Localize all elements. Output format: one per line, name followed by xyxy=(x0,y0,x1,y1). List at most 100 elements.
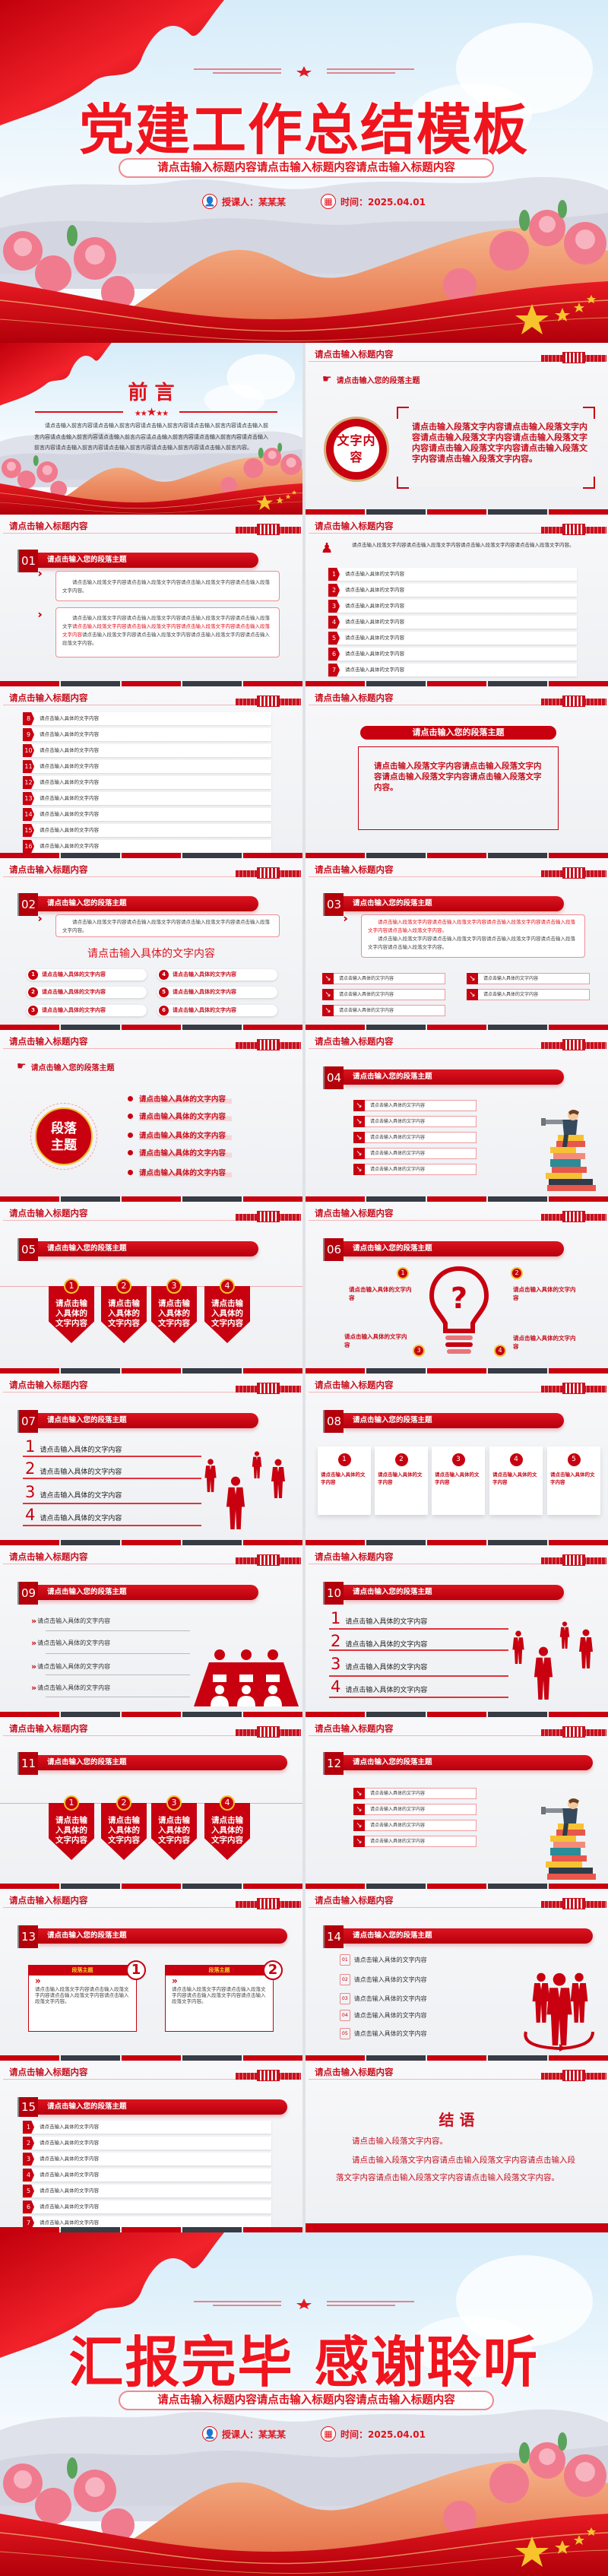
bulb-label[interactable]: 请点击输入具体的文字内容 xyxy=(344,1333,407,1348)
arrow-item[interactable]: ↘ 请点击输入具体的文字内容 xyxy=(353,1164,477,1175)
pill-item[interactable]: 1 请点击输入具体的文字内容 xyxy=(27,969,147,981)
chevron-item[interactable]: » 请点击输入具体的文字内容 xyxy=(31,1638,110,1648)
list-item[interactable]: 4 请点击输入具体的文字内容 xyxy=(328,616,577,629)
arrow-item[interactable]: ↘ 请点击输入具体的文字内容 xyxy=(467,973,590,984)
list-item[interactable]: 01 请点击输入具体的文字内容 xyxy=(340,1954,427,1966)
arrow-item[interactable]: ↘ 请点击输入具体的文字内容 xyxy=(322,1005,445,1016)
preface-text[interactable]: 请点击输入前言内容请点击输入前言内容请点击输入前言内容请点击输入前言内容请点击输… xyxy=(34,423,268,451)
speaker-label[interactable]: 授课人：某某某 xyxy=(222,2429,287,2440)
slide-title[interactable]: 请点击输入标题内容 xyxy=(9,864,88,875)
section-04-slide[interactable]: 请点击输入标题内容 04 请点击输入您的段落主题 ↘ 请点击输入具体的文字内容 ↘ 请点… xyxy=(306,1030,608,1202)
numbered-list-slide[interactable]: 请点击输入标题内容 ♟ 请点击输入段落文字内容请点击输入段落文字内容请点击输入段… xyxy=(306,515,608,686)
arrow-item[interactable]: ↘ 请点击输入具体的文字内容 xyxy=(353,1804,477,1815)
arrow-item[interactable]: ↘ 请点击输入具体的文字内容 xyxy=(322,989,445,1000)
shield-item[interactable]: 请点击输入具体的文字内容 xyxy=(101,1803,147,1860)
section-theme-bar[interactable]: 请点击输入您的段落主题 xyxy=(344,1585,564,1600)
card-item[interactable]: 1 请点击输入具体的文字内容 xyxy=(318,1446,371,1515)
slide-title[interactable]: 请点击输入标题内容 xyxy=(9,2067,88,2077)
bulb-label[interactable]: 请点击输入具体的文字内容 xyxy=(513,1286,576,1301)
section-15-slide[interactable]: 请点击输入标题内容 15 请点击输入您的段落主题 1 请点击输入具体的文字内容 2 请点… xyxy=(0,2061,302,2232)
section-theme-bar[interactable]: 请点击输入您的段落主题 xyxy=(38,2099,287,2115)
list-item[interactable]: 05 请点击输入具体的文字内容 xyxy=(340,2028,427,2039)
chevron-item[interactable]: » 请点击输入具体的文字内容 xyxy=(31,1616,110,1626)
bulb-label[interactable]: 请点击输入具体的文字内容 xyxy=(513,1335,576,1350)
slide-title[interactable]: 请点击输入标题内容 xyxy=(9,1895,88,1906)
list-item[interactable]: 16 请点击输入具体的文字内容 xyxy=(23,840,271,853)
numbered-item[interactable]: 1 请点击输入具体的文字内容 xyxy=(331,1611,427,1627)
pill-item[interactable]: 5 请点击输入具体的文字内容 xyxy=(157,987,277,998)
card-item[interactable]: 5 请点击输入具体的文字内容 xyxy=(547,1446,600,1515)
conclusion-slide[interactable]: 请点击输入标题内容 结 语 请点击输入段落文字内容。 请点击输入段落文字内容请点… xyxy=(306,2061,608,2232)
ending-slide[interactable]: 汇报完毕 感谢聆听 请点击输入标题内容请点击输入标题内容请点击输入标题内容 👤 授… xyxy=(0,2232,608,2576)
numbered-item[interactable]: 4 请点击输入具体的文字内容 xyxy=(331,1679,427,1695)
numbered-item[interactable]: 1 请点击输入具体的文字内容 xyxy=(25,1439,122,1455)
section-theme-bar[interactable]: 请点击输入您的段落主题 xyxy=(38,1241,258,1256)
slide-title[interactable]: 请点击输入标题内容 xyxy=(315,692,394,703)
bullet-item[interactable]: 请点击输入具体的文字内容 xyxy=(128,1167,233,1177)
section-12-slide[interactable]: 请点击输入标题内容 12 请点击输入您的段落主题 ↘ 请点击输入具体的文字内容 ↘ 请点… xyxy=(306,1717,608,1889)
pill-item[interactable]: 2 请点击输入具体的文字内容 xyxy=(27,987,147,998)
pill-item[interactable]: 4 请点击输入具体的文字内容 xyxy=(157,969,277,981)
conclusion-line[interactable]: 请点击输入段落文字内容。 xyxy=(352,2137,448,2146)
list-item[interactable]: 13 请点击输入具体的文字内容 xyxy=(23,792,271,805)
section-theme-bar[interactable]: 请点击输入您的段落主题 xyxy=(38,553,258,568)
section-theme-bar[interactable]: 请点击输入您的段落主题 xyxy=(344,1928,593,1944)
slide-title[interactable]: 请点击输入标题内容 xyxy=(315,864,394,875)
theme-label[interactable]: 请点击输入您的段落主题 xyxy=(336,376,420,385)
text-box[interactable]: 请点击输入段落文字内容请点击输入段落文字内容请点击输入段落文字内容请点击输入段落… xyxy=(55,607,280,657)
section-theme-bar[interactable]: 请点击输入您的段落主题 xyxy=(38,896,258,911)
list-item[interactable]: 5 请点击输入具体的文字内容 xyxy=(23,2185,271,2197)
slide-title[interactable]: 请点击输入标题内容 xyxy=(315,1895,394,1906)
theme-card[interactable]: 段落主题 » 请点击输入段落文字内容请点击输入段落文字内容请点击输入段落文字内容… xyxy=(28,1965,137,2032)
slide-title[interactable]: 请点击输入标题内容 xyxy=(9,1551,88,1562)
list-item[interactable]: 04 请点击输入具体的文字内容 xyxy=(340,2010,427,2021)
date-label[interactable]: 时间：2025.04.01 xyxy=(340,2429,426,2440)
slide-title[interactable]: 请点击输入标题内容 xyxy=(9,692,88,703)
numbered-item[interactable]: 2 请点击输入具体的文字内容 xyxy=(25,1461,122,1477)
slide-title[interactable]: 请点击输入标题内容 xyxy=(315,521,394,531)
list-item[interactable]: 7 请点击输入具体的文字内容 xyxy=(328,664,577,676)
section-14-slide[interactable]: 请点击输入标题内容 14 请点击输入您的段落主题 01 请点击输入具体的文字内容 0… xyxy=(306,1889,608,2061)
shield-item[interactable]: 请点击输入具体的文字内容 xyxy=(204,1803,250,1860)
section-theme-bar[interactable]: 请点击输入您的段落主题 xyxy=(38,1413,258,1428)
slide-title[interactable]: 请点击输入标题内容 xyxy=(9,1723,88,1734)
slide-title[interactable]: 请点击输入标题内容 xyxy=(9,1380,88,1390)
preface-slide[interactable]: 前 言 ★★★★★ 请点击输入前言内容请点击输入前言内容请点击输入前言内容请点击… xyxy=(0,343,302,515)
pill-item[interactable]: 3 请点击输入具体的文字内容 xyxy=(27,1005,147,1016)
bullet-item[interactable]: 请点击输入具体的文字内容 xyxy=(128,1147,233,1158)
numbered-item[interactable]: 3 请点击输入具体的文字内容 xyxy=(331,1656,427,1672)
bullet-item[interactable]: 请点击输入具体的文字内容 xyxy=(128,1130,233,1140)
shield-item[interactable]: 请点击输入具体的文字内容 xyxy=(101,1286,147,1343)
card-item[interactable]: 4 请点击输入具体的文字内容 xyxy=(489,1446,543,1515)
section-theme-bar[interactable]: 请点击输入您的段落主题 xyxy=(38,1755,287,1770)
slide-title[interactable]: 请点击输入标题内容 xyxy=(315,1208,394,1218)
list-item[interactable]: 02 请点击输入具体的文字内容 xyxy=(340,1974,427,1985)
numbered-list-continued-slide[interactable]: 请点击输入标题内容 8 请点击输入具体的文字内容 9 请点击输入具体的文字内容 10 请点… xyxy=(0,686,302,858)
theme-pill[interactable]: 请点击输入您的段落主题 xyxy=(360,726,556,740)
list-item[interactable]: 2 请点击输入具体的文字内容 xyxy=(328,584,577,597)
arrow-item[interactable]: ↘ 请点击输入具体的文字内容 xyxy=(353,1788,477,1799)
chevron-item[interactable]: » 请点击输入具体的文字内容 xyxy=(31,1662,110,1671)
date-label[interactable]: 时间：2025.04.01 xyxy=(340,196,426,208)
slide-title[interactable]: 请点击输入标题内容 xyxy=(9,521,88,531)
text-box[interactable]: 请点击输入段落文字内容请点击输入段落文字内容请点击输入段落文字内容请点击输入段落… xyxy=(55,914,280,937)
paragraph-text[interactable]: 请点击输入段落文字内容请点击输入段落文字内容请点击输入段落文字内容请点击输入段落… xyxy=(412,422,587,464)
numbered-item[interactable]: 3 请点击输入具体的文字内容 xyxy=(25,1484,122,1500)
arrow-item[interactable]: ↘ 请点击输入具体的文字内容 xyxy=(353,1132,477,1143)
arrow-item[interactable]: ↘ 请点击输入具体的文字内容 xyxy=(353,1100,477,1111)
list-item[interactable]: 10 请点击输入具体的文字内容 xyxy=(23,744,271,757)
slide-title[interactable]: 请点击输入标题内容 xyxy=(315,1036,394,1047)
list-item[interactable]: 14 请点击输入具体的文字内容 xyxy=(23,808,271,821)
section-08-slide[interactable]: 请点击输入标题内容 08 请点击输入您的段落主题 1 请点击输入具体的文字内容 2 请… xyxy=(306,1374,608,1545)
slide-title[interactable]: 请点击输入标题内容 xyxy=(315,349,394,360)
shield-item[interactable]: 请点击输入具体的文字内容 xyxy=(151,1286,197,1343)
section-13-slide[interactable]: 请点击输入标题内容 13 请点击输入您的段落主题 段落主题 » 请点击输入段落文字… xyxy=(0,1889,302,2061)
bullet-item[interactable]: 请点击输入具体的文字内容 xyxy=(128,1093,233,1104)
card-item[interactable]: 3 请点击输入具体的文字内容 xyxy=(432,1446,485,1515)
list-item[interactable]: 15 请点击输入具体的文字内容 xyxy=(23,824,271,837)
theme-card[interactable]: 段落主题 » 请点击输入段落文字内容请点击输入段落文字内容请点击输入段落文字内容… xyxy=(165,1965,274,2032)
list-item[interactable]: 03 请点击输入具体的文字内容 xyxy=(340,1993,427,2004)
